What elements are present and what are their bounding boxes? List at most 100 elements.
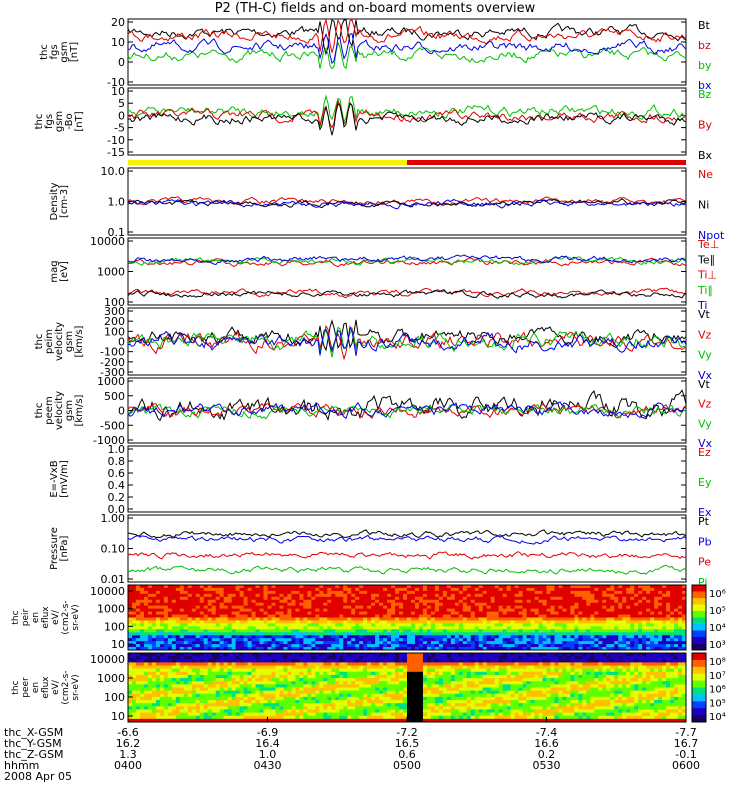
heatmap-cell: [662, 602, 667, 607]
heatmap-cell: [375, 587, 380, 592]
heatmap-cell: [191, 629, 197, 633]
heatmap-cell: [275, 590, 280, 595]
heatmap-cell: [399, 635, 404, 639]
heatmap-cell: [678, 599, 683, 604]
heatmap-cell: [163, 585, 169, 589]
heatmap-cell: [395, 653, 400, 657]
heatmap-cell: [590, 614, 595, 618]
heatmap-cell: [450, 644, 456, 648]
heatmap-cell: [530, 638, 536, 642]
heatmap-cell: [131, 611, 137, 616]
heatmap-cell: [634, 605, 639, 610]
heatmap-cell: [291, 611, 296, 616]
heatmap-cell: [486, 632, 492, 636]
heatmap-cell: [227, 653, 233, 657]
heatmap-cell: [478, 602, 484, 607]
heatmap-cell: [462, 647, 468, 651]
heatmap-cell: [183, 662, 189, 667]
heatmap-cell: [422, 629, 428, 633]
heatmap-cell: [383, 656, 388, 660]
heatmap-cell: [135, 605, 141, 610]
heatmap-cell: [207, 623, 213, 627]
heatmap-cell: [135, 602, 141, 607]
heatmap-cell: [494, 599, 500, 604]
series-vx-line: [127, 401, 687, 420]
legend-ti: Ti: [697, 299, 707, 312]
heatmap-cell: [466, 684, 472, 688]
heatmap-cell: [650, 608, 655, 613]
heatmap-cell: [131, 599, 137, 604]
heatmap-cell: [546, 687, 551, 692]
heatmap-cell: [682, 668, 687, 673]
heatmap-cell: [558, 678, 563, 682]
heatmap-cell: [179, 590, 185, 595]
heatmap-cell: [187, 605, 193, 610]
heatmap-cell: [271, 638, 276, 642]
heatmap-cell: [215, 611, 221, 616]
heatmap-cell: [383, 647, 388, 651]
heatmap-cell: [175, 671, 181, 676]
heatmap-cell: [570, 602, 575, 607]
heatmap-cell: [630, 614, 635, 618]
heatmap-cell: [251, 638, 257, 642]
heatmap-cell: [506, 602, 512, 607]
heatmap-cell: [462, 638, 468, 642]
heatmap-cell: [203, 617, 209, 621]
heatmap-cell: [139, 611, 145, 616]
heatmap-cell: [203, 596, 209, 601]
heatmap-cell: [418, 623, 424, 627]
heatmap-cell: [223, 635, 229, 639]
heatmap-cell: [347, 684, 352, 688]
heatmap-cell: [155, 623, 161, 627]
heatmap-cell: [642, 632, 647, 636]
heatmap-cell: [602, 641, 607, 645]
heatmap-cell: [267, 656, 272, 660]
heatmap-cell: [666, 668, 671, 673]
heatmap-cell: [490, 635, 496, 639]
heatmap-cell: [550, 641, 555, 645]
heatmap-cell: [546, 629, 551, 633]
heatmap-cell: [247, 681, 253, 685]
heatmap-cell: [622, 659, 627, 663]
heatmap-cell: [602, 593, 607, 598]
heatmap-cell: [407, 668, 412, 673]
heatmap-cell: [462, 620, 468, 624]
heatmap-cell: [562, 599, 567, 604]
heatmap-cell: [359, 626, 364, 630]
heatmap-cell: [207, 608, 213, 613]
heatmap-cell: [335, 608, 340, 613]
heatmap-cell: [610, 587, 615, 592]
heatmap-cell: [426, 596, 432, 601]
heatmap-cell: [331, 671, 336, 676]
heatmap-cell: [175, 684, 181, 688]
heatmap-cell: [642, 659, 647, 663]
heatmap-cell: [538, 623, 544, 627]
heatmap-cell: [279, 638, 284, 642]
heatmap-cell: [478, 641, 484, 645]
heatmap-cell: [275, 596, 280, 601]
heatmap-cell: [139, 665, 145, 670]
heatmap-cell: [630, 596, 635, 601]
heatmap-cell: [526, 590, 532, 595]
heatmap-cell: [606, 626, 611, 630]
heatmap-cell: [482, 629, 488, 633]
heatmap-cell: [199, 599, 205, 604]
heatmap-cell: [566, 593, 571, 598]
heatmap-cell: [195, 623, 201, 627]
heatmap-cell: [371, 659, 376, 663]
heatmap-cell: [219, 662, 225, 667]
heatmap-cell: [135, 662, 141, 667]
heatmap-cell: [650, 638, 655, 642]
heatmap-cell: [530, 611, 536, 616]
heatmap-cell: [538, 671, 544, 676]
heatmap-cell: [646, 678, 651, 682]
heatmap-cell: [231, 614, 237, 618]
heatmap-cell: [634, 620, 639, 624]
heatmap-cell: [606, 671, 611, 676]
heatmap-cell: [670, 626, 675, 630]
heatmap-cell: [558, 668, 563, 673]
heatmap-cell: [279, 656, 284, 660]
heatmap-cell: [450, 668, 456, 673]
heatmap-cell: [446, 662, 452, 667]
heatmap-cell: [562, 684, 567, 688]
